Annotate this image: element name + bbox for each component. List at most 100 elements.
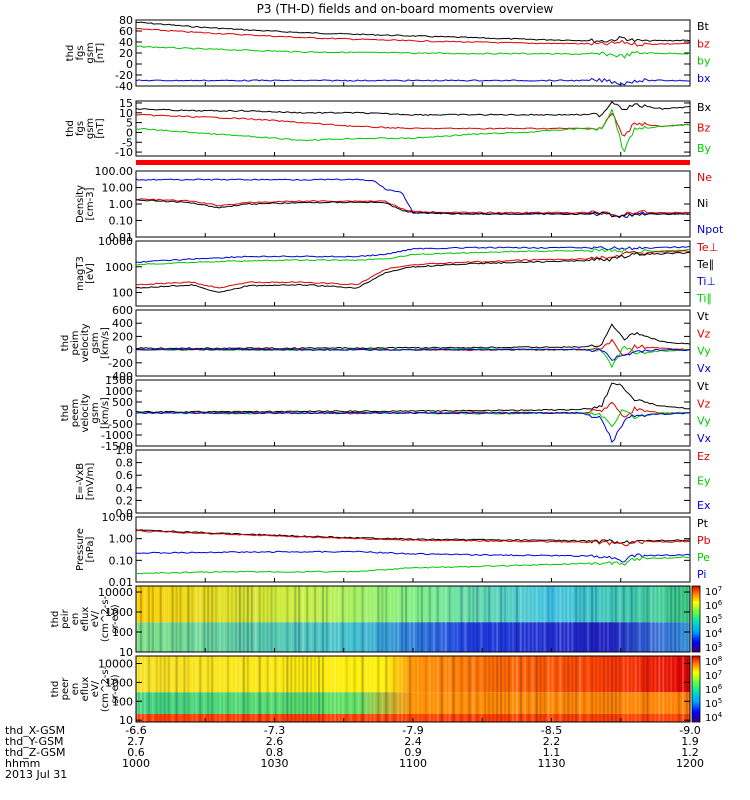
spectrogram-stripe <box>163 656 166 722</box>
ion-spectrogram-lower <box>136 622 690 652</box>
spectrogram-stripe <box>587 586 590 652</box>
panel-frame <box>135 170 691 238</box>
spectrogram-stripe <box>250 586 253 652</box>
spectrogram-stripe <box>587 656 590 722</box>
y-tick-label: 10.00 <box>102 511 134 524</box>
spectrogram-stripe <box>159 586 162 652</box>
legend-Ex: Ex <box>697 499 711 512</box>
y-tick-label: 60 <box>119 25 133 38</box>
legend-Pe: Pe <box>697 551 710 564</box>
legend-Pb: Pb <box>697 534 711 547</box>
spectrogram-stripe <box>397 586 400 652</box>
x-axis-row-label: thd_Z-GSM <box>5 746 65 759</box>
spectrogram-stripe <box>325 656 328 722</box>
spectrogram-stripe <box>484 586 487 652</box>
spectrogram-stripe <box>638 586 641 652</box>
spectrogram-stripe <box>227 586 229 652</box>
spectrogram-stripe <box>670 656 673 722</box>
spectrogram-stripe <box>500 586 503 652</box>
spectrogram-stripe <box>333 586 336 652</box>
spectrogram-stripe <box>539 586 542 652</box>
spectrogram-stripe <box>575 656 578 722</box>
spectrogram-stripe <box>254 586 257 652</box>
spectrogram-stripe <box>504 586 506 652</box>
y-tick-label: 100.00 <box>95 165 134 178</box>
spectrogram-stripe <box>365 586 368 652</box>
y-axis-label: E=-VxB[mV/m] <box>75 463 96 501</box>
y-tick-label: 10 <box>119 646 133 659</box>
spectrogram-stripe <box>551 656 554 722</box>
status-bar <box>136 160 690 165</box>
y-axis-label: thdpeerenefluxeV/(cm^2-s-sr-eV) <box>50 665 121 712</box>
spectrogram-stripe <box>341 656 344 722</box>
spectrogram-stripe <box>595 656 597 722</box>
spectrogram-stripe <box>318 656 320 722</box>
spectrogram-stripe <box>496 586 499 652</box>
spectrogram-stripe <box>606 656 609 722</box>
y-tick-label: 100 <box>112 626 133 639</box>
spectrogram-stripe <box>361 656 364 722</box>
spectrogram-stripe <box>511 586 514 652</box>
spectrogram-stripe <box>591 656 594 722</box>
spectrogram-stripe <box>231 656 233 722</box>
spectrogram-stripe <box>302 586 305 652</box>
colorbar-tick-label: 106 <box>705 599 723 612</box>
spectrogram-stripe <box>314 656 317 722</box>
spectrogram-stripe <box>147 656 150 722</box>
spectrogram-stripe <box>614 656 617 722</box>
spectrogram-stripe <box>401 586 404 652</box>
spectrogram-stripe <box>310 656 313 722</box>
spectrogram-stripe <box>143 586 146 652</box>
spectrogram-stripe <box>140 586 142 652</box>
spectrogram-stripe <box>258 586 261 652</box>
spectrogram-stripe <box>432 656 435 722</box>
y-tick-label: -400 <box>108 370 133 383</box>
spectrogram-stripe <box>163 586 166 652</box>
spectrogram-stripe <box>409 586 411 652</box>
spectrogram-stripe <box>610 586 613 652</box>
y-tick-label: 0.01 <box>109 576 134 589</box>
y-axis-label: thdpeimvelocitygsm[km/s] <box>60 323 111 362</box>
spectrogram-stripe <box>333 656 336 722</box>
spectrogram-stripe <box>199 656 202 722</box>
spectrogram-stripe <box>559 656 562 722</box>
spectrogram-stripe <box>215 656 218 722</box>
spectrogram-stripe <box>599 656 601 722</box>
spectrogram-stripe <box>294 586 297 652</box>
spectrogram-stripe <box>606 586 609 652</box>
spectrogram-stripe <box>310 586 313 652</box>
spectrogram-stripe <box>642 586 645 652</box>
panels-group: -40-20020406080thdfgsgsm[nT]Btbzbybx-10-… <box>50 14 724 727</box>
spectrogram-stripe <box>389 586 392 652</box>
spectrogram-stripe <box>136 656 138 722</box>
spectrogram-stripe <box>151 656 154 722</box>
spectrogram-stripe <box>492 586 495 652</box>
y-axis-label: magT3[eV] <box>75 256 96 291</box>
spectrogram-stripe <box>302 656 305 722</box>
y-tick-label: 1000 <box>105 385 133 398</box>
spectrogram-stripe <box>227 656 229 722</box>
colorbar <box>691 655 701 723</box>
x-axis-value: -8.5 <box>541 724 562 737</box>
electron-spectrogram-upper <box>136 656 690 693</box>
spectrogram-stripe <box>654 586 657 652</box>
spectrogram-stripe <box>535 656 538 722</box>
spectrogram-stripe <box>527 586 530 652</box>
spectrogram-stripe <box>381 586 384 652</box>
spectrogram-stripe <box>464 586 467 652</box>
spectrogram-stripe <box>670 586 673 652</box>
spectrogram-stripe <box>365 656 368 722</box>
series-Bz <box>135 112 691 137</box>
y-tick-label: 200 <box>112 330 133 343</box>
spectrogram-stripe <box>329 586 332 652</box>
spectrogram-stripe <box>393 656 396 722</box>
spectrogram-stripe <box>476 656 479 722</box>
spectrogram-stripe <box>270 656 273 722</box>
spectrogram-stripe <box>373 586 376 652</box>
spectrogram-stripe <box>183 656 186 722</box>
x-axis-value: 0.9 <box>404 746 422 759</box>
series-by <box>135 45 691 59</box>
spectrogram-stripe <box>460 656 463 722</box>
